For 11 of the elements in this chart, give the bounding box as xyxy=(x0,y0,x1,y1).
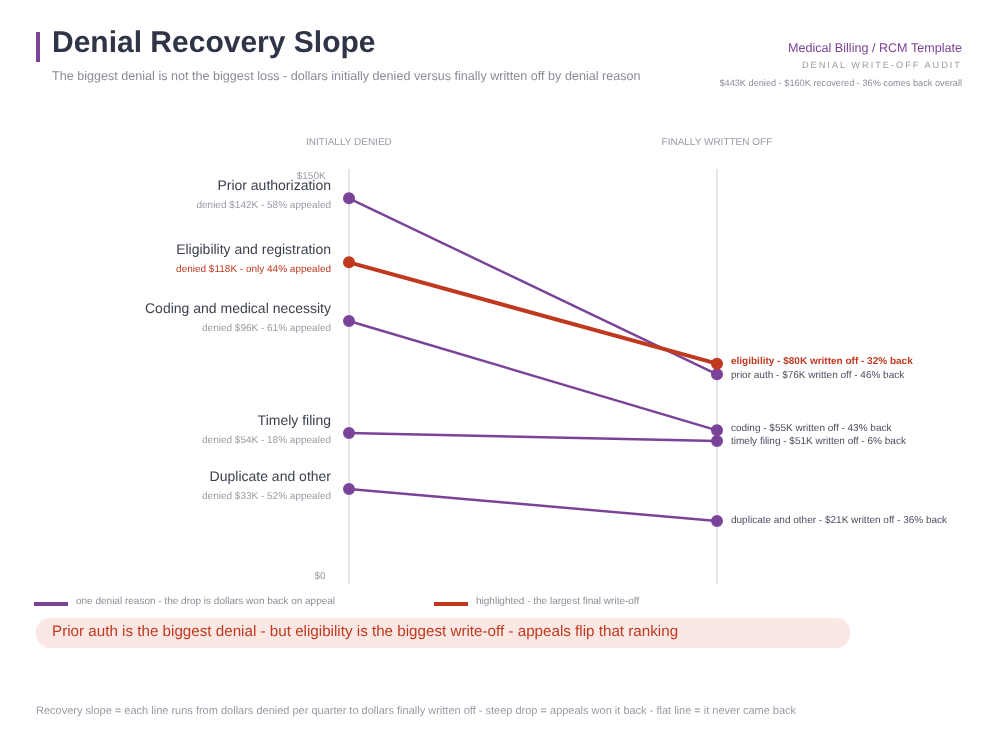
point xyxy=(343,427,355,439)
point xyxy=(343,315,355,327)
point xyxy=(711,515,723,527)
point xyxy=(711,424,723,437)
point xyxy=(711,357,723,370)
point xyxy=(343,256,355,269)
point xyxy=(711,368,723,381)
point xyxy=(343,483,355,495)
chart-title: Denial Recovery Slope xyxy=(52,26,376,60)
point xyxy=(343,192,355,205)
point xyxy=(711,435,723,447)
